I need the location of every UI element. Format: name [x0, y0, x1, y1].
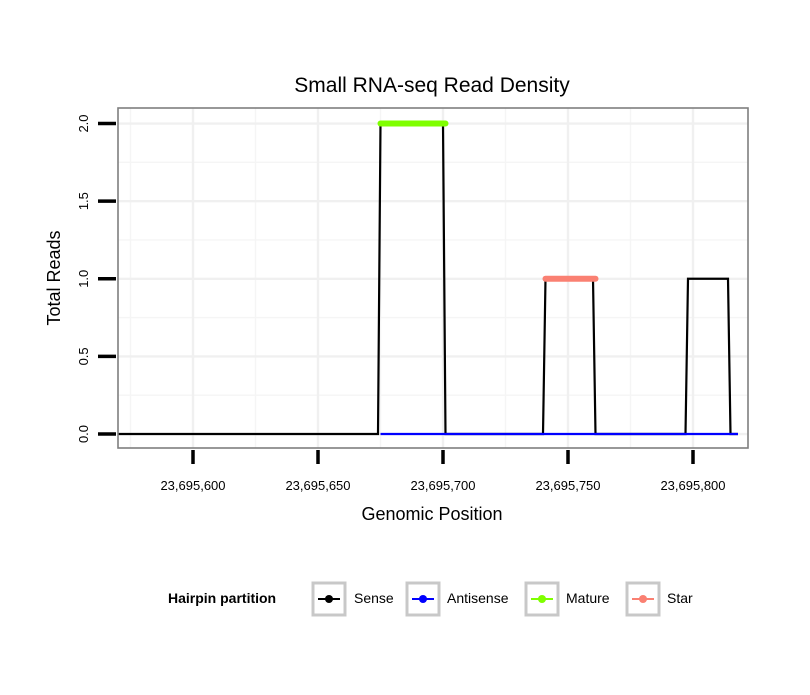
y-tick-label: 2.0	[76, 114, 91, 132]
legend-key-point	[538, 595, 546, 603]
y-tick-label: 0.5	[76, 347, 91, 365]
chart-title: Small RNA-seq Read Density	[294, 74, 570, 97]
y-tick-label: 1.0	[76, 270, 91, 288]
y-axis: 0.0 0.5 1.0 1.5 2.0	[76, 114, 116, 443]
plot-panel	[117, 107, 749, 449]
x-tick-label: 23,695,600	[160, 478, 225, 493]
legend-label-star: Star	[667, 590, 693, 606]
x-tick-label: 23,695,750	[535, 478, 600, 493]
x-tick-label: 23,695,700	[410, 478, 475, 493]
panel-border	[117, 107, 749, 449]
legend-label-antisense: Antisense	[447, 590, 509, 606]
y-axis-title: Total Reads	[44, 230, 64, 325]
x-axis-title: Genomic Position	[361, 504, 502, 524]
legend: Hairpin partition Sense Antisense Mature St…	[168, 581, 693, 617]
legend-title: Hairpin partition	[168, 590, 276, 606]
x-tick-label: 23,695,800	[660, 478, 725, 493]
x-tick-label: 23,695,650	[285, 478, 350, 493]
y-tick-label: 0.0	[76, 425, 91, 443]
legend-label-sense: Sense	[354, 590, 394, 606]
legend-label-mature: Mature	[566, 590, 610, 606]
legend-key-point	[639, 595, 647, 603]
series-lines	[118, 120, 738, 436]
legend-key-point	[325, 595, 333, 603]
x-axis: 23,695,600 23,695,650 23,695,700 23,695,750…	[160, 450, 726, 493]
legend-key-point	[419, 595, 427, 603]
y-tick-label: 1.5	[76, 192, 91, 210]
